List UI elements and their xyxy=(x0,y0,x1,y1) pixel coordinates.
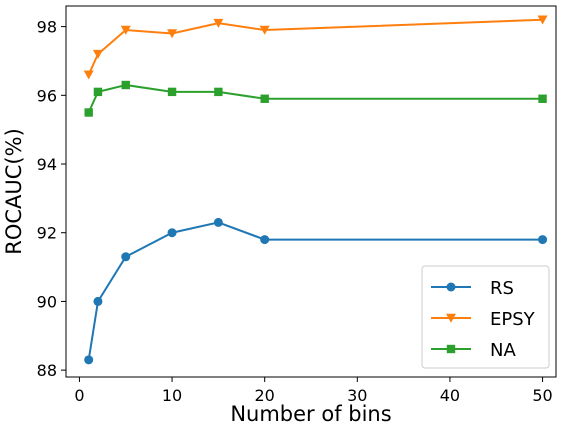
data-point-na xyxy=(167,87,177,97)
data-point-na xyxy=(93,87,103,97)
data-point-rs xyxy=(84,355,94,365)
data-point-na xyxy=(84,108,93,117)
legend-box xyxy=(421,265,550,369)
series-epsy xyxy=(83,15,548,80)
y-tick-label: 98 xyxy=(37,18,57,37)
data-point-epsy xyxy=(120,25,131,35)
x-tick-label: 50 xyxy=(532,386,552,405)
x-tick-label: 0 xyxy=(74,386,84,405)
data-point-epsy xyxy=(537,15,548,25)
data-point-na xyxy=(538,94,547,103)
x-axis-title: Number of bins xyxy=(230,402,391,426)
data-point-na xyxy=(260,94,269,103)
legend-marker xyxy=(446,282,456,292)
series-rs xyxy=(84,217,548,365)
data-point-epsy xyxy=(83,70,94,80)
legend: RS EPSY NA xyxy=(421,265,550,369)
data-point-epsy xyxy=(213,18,224,28)
legend-label: EPSY xyxy=(490,309,536,330)
x-tick-label: 20 xyxy=(255,386,275,405)
x-tick-label: 10 xyxy=(162,386,182,405)
legend-label: RS xyxy=(490,278,514,299)
series-na xyxy=(84,80,547,117)
legend-entry-na: NA xyxy=(431,340,516,361)
data-point-rs xyxy=(121,252,131,262)
y-tick-label: 90 xyxy=(37,292,57,311)
data-point-rs xyxy=(538,235,548,245)
data-point-epsy xyxy=(259,25,270,35)
data-point-na xyxy=(121,80,130,90)
data-point-rs xyxy=(213,217,223,227)
legend-marker xyxy=(446,344,456,354)
data-point-na xyxy=(214,87,223,97)
legend-marker xyxy=(446,313,456,323)
y-tick-label: 96 xyxy=(37,86,57,105)
x-tick-label: 30 xyxy=(347,386,367,405)
data-point-rs xyxy=(93,296,103,306)
legend-label: NA xyxy=(490,340,516,361)
legend-entry-epsy: EPSY xyxy=(431,309,536,330)
axes: 0 10 20 30 40 50 88 90 92 94 96 98 xyxy=(37,5,557,405)
x-tick-label: 40 xyxy=(440,386,460,405)
y-axis-title: ROCAUC(%) xyxy=(2,128,26,255)
y-tick-label: 88 xyxy=(37,361,57,380)
plot-area xyxy=(83,15,548,365)
data-point-rs xyxy=(260,235,270,245)
data-point-epsy xyxy=(92,49,103,59)
y-tick-label: 92 xyxy=(37,224,57,243)
data-point-epsy xyxy=(167,29,178,39)
legend-entry-rs: RS xyxy=(431,278,514,299)
y-tick-label: 94 xyxy=(37,155,57,174)
axes-frame xyxy=(65,5,557,378)
data-point-rs xyxy=(167,228,177,238)
